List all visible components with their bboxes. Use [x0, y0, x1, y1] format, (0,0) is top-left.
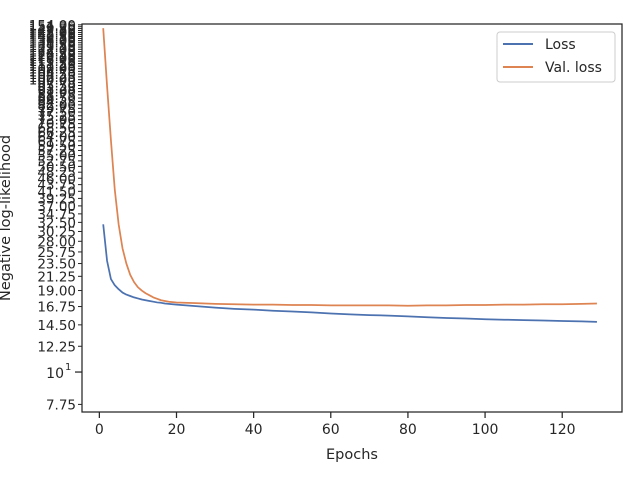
y-tick-label: 75.25: [37, 109, 76, 125]
y-tick-label: 7.75: [46, 397, 76, 413]
y-tick-label: 39.25: [37, 191, 76, 207]
y-tick-label: 57.25: [37, 143, 76, 159]
y-tick-label: 59.50: [37, 139, 76, 155]
y-tick-label: 97.75: [37, 76, 76, 92]
y-axis-ticks: 7.75 12.25 14.50 16.7519.0021.2523.5025.752…: [29, 18, 82, 413]
y-tick-label: 43.75: [37, 178, 76, 194]
y-tick-label: 21.25: [37, 269, 76, 285]
legend-label-loss: Loss: [545, 37, 576, 53]
y-tick-label: 64.00: [37, 129, 76, 145]
y-axis-label: Negative log-likelihood: [0, 135, 14, 301]
y-tick-label: 100.00: [29, 73, 76, 89]
y-tick-label: 70.75: [37, 117, 76, 133]
y-tick-label: 111.25: [29, 59, 76, 75]
y-tick-label: 88.75: [37, 88, 76, 104]
y-tick-label: 91.00: [37, 85, 76, 101]
y-tick-label: 30.25: [37, 224, 76, 240]
x-tick-label: 0: [95, 422, 104, 438]
y-tick-label: 41.50: [37, 184, 76, 200]
y-tick-label: 140.50: [29, 29, 76, 45]
y-tick-label: 79.75: [37, 101, 76, 117]
y-tick-label: 19.00: [37, 284, 76, 300]
y-tick-label: 68.50: [37, 121, 76, 137]
y-tick-label: 120.25: [29, 49, 76, 65]
x-tick-label: 120: [549, 422, 576, 438]
y-tick-label: 12.25: [37, 339, 76, 355]
y-tick-label: 138.25: [29, 32, 76, 48]
y-tick-label: 124.75: [29, 45, 76, 61]
x-tick-label: 100: [472, 422, 499, 438]
series-line-loss: [102, 224, 597, 323]
y-tick-label: 151.75: [29, 20, 76, 36]
y-tick-label: 118.00: [29, 52, 76, 68]
y-tick-label: 109.00: [29, 62, 76, 78]
y-tick-label: 73.00: [37, 113, 76, 129]
x-tick-label: 20: [168, 422, 186, 438]
y-tick-label: 77.50: [37, 105, 76, 121]
legend-label-val-loss: Val. loss: [545, 60, 602, 76]
y-tick-label: 147.25: [29, 24, 76, 40]
y-tick-label: 149.50: [29, 22, 76, 38]
y-tick-label: 66.25: [37, 125, 76, 141]
y-major-tick-exponent: 1: [65, 362, 71, 373]
y-tick-label: 104.50: [29, 67, 76, 83]
axes-frame: [81, 23, 623, 413]
y-tick-label: 122.50: [29, 47, 76, 63]
y-tick-label: 133.75: [29, 36, 76, 52]
x-tick-label: 60: [322, 422, 340, 438]
y-tick-label: 93.25: [37, 82, 76, 98]
y-tick-label: 25.75: [37, 245, 76, 261]
series-line-val-loss: [102, 28, 597, 307]
y-tick-label: 16.75: [37, 300, 76, 316]
y-tick-label: 32.50: [37, 215, 76, 231]
y-tick-label: 23.50: [37, 257, 76, 273]
y-tick-label: 52.75: [37, 154, 76, 170]
y-major-tick-label: 10: [46, 366, 64, 382]
y-tick-label: 131.50: [29, 38, 76, 54]
y-tick-label: 154.00: [29, 18, 76, 34]
y-tick-label: 136.00: [29, 34, 76, 50]
y-tick-label: 142.75: [29, 27, 76, 43]
y-tick-label: 84.25: [37, 94, 76, 110]
y-tick-label: 95.50: [37, 78, 76, 94]
series-layer: [102, 28, 597, 323]
x-axis-label: Epochs: [326, 447, 378, 463]
y-tick-label: 145.00: [29, 25, 76, 41]
y-tick-label: 46.00: [37, 171, 76, 187]
y-tick-label: 82.00: [37, 98, 76, 114]
y-tick-label: 37.00: [37, 199, 76, 215]
y-tick-label: 61.75: [37, 134, 76, 150]
legend: Loss Val. loss: [496, 31, 616, 83]
y-tick-label: 102.25: [29, 70, 76, 86]
x-axis-ticks: 0 20 40 60 80 100 120: [95, 412, 576, 438]
y-tick-label: 129.25: [29, 40, 76, 56]
y-tick-label: 113.50: [29, 57, 76, 73]
y-tick-label: 14.50: [37, 318, 76, 334]
y-tick-label: 34.75: [37, 207, 76, 223]
y-tick-label: 55.00: [37, 149, 76, 165]
y-tick-label: 86.50: [37, 91, 76, 107]
y-tick-label: 115.75: [29, 54, 76, 70]
y-tick-label: 28.00: [37, 234, 76, 250]
y-tick-label: 48.25: [37, 165, 76, 181]
plot-area: [102, 28, 597, 323]
y-tick-label: 127.00: [29, 42, 76, 58]
x-tick-label: 40: [245, 422, 263, 438]
x-tick-label: 80: [399, 422, 417, 438]
y-tick-label: 50.50: [37, 159, 76, 175]
y-tick-label: 106.75: [29, 64, 76, 80]
